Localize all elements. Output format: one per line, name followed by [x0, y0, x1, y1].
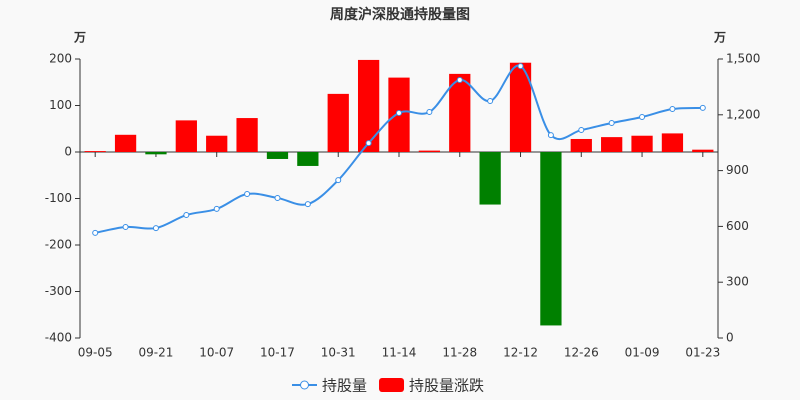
y-tick-label: -400 — [45, 331, 72, 345]
line-marker — [608, 119, 615, 126]
chart-title: 周度沪深股通持股量图 — [330, 6, 470, 23]
legend-label[interactable]: 持股量涨跌 — [409, 377, 484, 395]
bar — [479, 152, 501, 205]
bar — [84, 151, 106, 152]
line-marker — [699, 104, 706, 111]
y-tick-label: 0 — [64, 145, 72, 159]
bar — [661, 133, 684, 152]
x-tick-label: 11-14 — [382, 346, 417, 360]
line-marker — [426, 109, 433, 116]
line-marker — [365, 140, 372, 147]
bar — [540, 152, 562, 326]
line-marker — [517, 63, 524, 70]
line-marker — [122, 223, 129, 230]
line-marker — [335, 177, 342, 184]
legend-icon — [379, 378, 405, 392]
bar — [266, 152, 289, 159]
bar — [145, 152, 167, 155]
y-tick-label: 200 — [49, 52, 72, 66]
line-marker — [456, 77, 463, 84]
y2-tick-label: 1,200 — [726, 107, 760, 121]
x-tick-label: 10-07 — [199, 346, 234, 360]
y-tick-label: 100 — [49, 98, 72, 112]
bar — [449, 73, 471, 152]
x-tick-label: 10-17 — [260, 346, 295, 360]
line-marker — [274, 194, 281, 201]
x-tick-label: 09-05 — [78, 346, 113, 360]
line-marker — [639, 114, 646, 121]
y-tick-label: -300 — [45, 284, 72, 298]
y2-tick-label: 300 — [726, 275, 749, 289]
bar — [570, 138, 592, 152]
bar — [297, 152, 319, 166]
y2-tick-label: 600 — [726, 219, 749, 233]
line-marker — [547, 132, 554, 139]
x-tick-label: 12-12 — [503, 346, 538, 360]
y2-tick-label: 900 — [726, 163, 749, 177]
line-marker — [92, 229, 99, 236]
bar — [692, 149, 714, 152]
bar — [327, 93, 349, 152]
x-tick-label: 11-28 — [442, 346, 477, 360]
bar — [236, 118, 258, 152]
line-marker — [183, 212, 190, 219]
legend-label[interactable]: 持股量 — [322, 377, 367, 395]
line-marker — [244, 191, 251, 198]
y2-tick-label: 1,500 — [726, 52, 760, 66]
x-tick-label: 01-23 — [685, 346, 720, 360]
y2-unit: 万 — [713, 31, 726, 45]
line-marker — [304, 201, 311, 208]
x-tick-label: 10-31 — [321, 346, 356, 360]
bar — [175, 120, 197, 152]
line-marker — [578, 127, 585, 134]
line-marker — [213, 205, 220, 212]
line-marker — [152, 225, 159, 232]
bar — [509, 62, 532, 152]
bar — [418, 150, 441, 152]
line-marker — [669, 106, 676, 113]
y-unit: 万 — [73, 31, 86, 45]
y-tick-label: -100 — [45, 191, 72, 205]
bar — [601, 137, 623, 152]
bar — [206, 135, 228, 152]
y-tick-label: -200 — [45, 238, 72, 252]
x-tick-label: 09-21 — [139, 346, 174, 360]
x-tick-label: 12-26 — [564, 346, 599, 360]
bar — [631, 135, 653, 152]
bar — [357, 59, 380, 152]
x-tick-label: 01-09 — [625, 346, 660, 360]
y2-tick-label: 0 — [726, 331, 734, 345]
line-marker — [487, 98, 494, 105]
line-marker — [396, 109, 402, 116]
bar — [114, 134, 137, 152]
legend-icon — [300, 380, 309, 390]
